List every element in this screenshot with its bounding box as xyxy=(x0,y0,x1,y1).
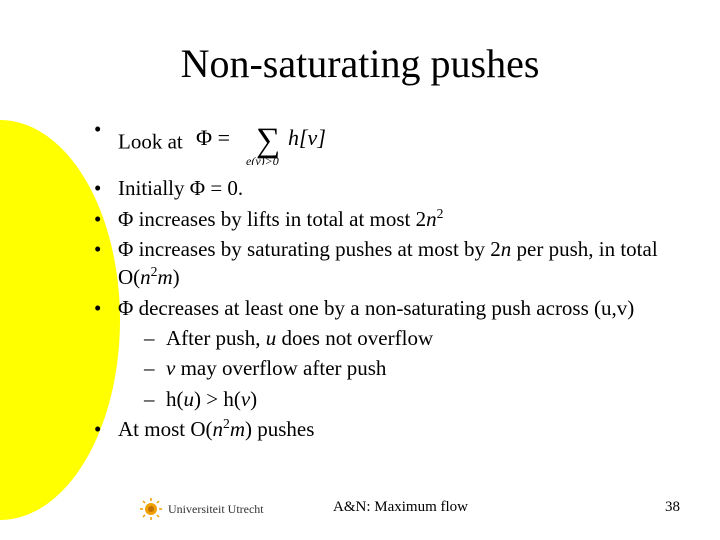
bullet-4-n2: n xyxy=(140,265,151,289)
bullet-5-sub-3: h(u) > h(v) xyxy=(144,385,670,413)
b5s3-post: ) xyxy=(250,387,257,411)
phi-formula: Φ = ∑ e(v)>0 h[v] xyxy=(196,115,356,172)
bullet-4-post: ) xyxy=(173,265,180,289)
bullet-5-sub-1: After push, u does not overflow xyxy=(144,324,670,352)
b5s3-mid: ) > h( xyxy=(194,387,241,411)
bullet-6-exp: 2 xyxy=(223,416,230,431)
bullet-5-sub-2: v may overflow after push xyxy=(144,354,670,382)
bullet-5-sublist: After push, u does not overflow v may ov… xyxy=(118,324,670,413)
bullet-6-m: m xyxy=(230,417,245,441)
slide-title: Non-saturating pushes xyxy=(50,40,670,87)
b5s1-post: does not overflow xyxy=(276,326,433,350)
bullet-2-text: Initially Φ = 0. xyxy=(118,176,243,200)
bullet-4-pre: Φ increases by saturating pushes at most… xyxy=(118,237,501,261)
sun-icon xyxy=(140,498,162,520)
b5s2-post: may overflow after push xyxy=(175,356,386,380)
bullet-4: Φ increases by saturating pushes at most… xyxy=(94,235,670,292)
bullet-4-exp: 2 xyxy=(151,264,158,279)
bullet-6-n: n xyxy=(213,417,224,441)
bullet-3: Φ increases by lifts in total at most 2n… xyxy=(94,205,670,233)
bullet-3-pre: Φ increases by lifts in total at most 2 xyxy=(118,207,426,231)
footer-center-text: A&N: Maximum flow xyxy=(333,499,468,516)
b5s2-v: v xyxy=(166,356,175,380)
bullet-1-text: Look at xyxy=(118,129,183,153)
bullet-3-exp: 2 xyxy=(437,206,444,221)
b5s1-pre: After push, xyxy=(166,326,266,350)
university-logo: Universiteit Utrecht xyxy=(140,498,264,520)
b5s3-u: u xyxy=(184,387,195,411)
slide: Non-saturating pushes Look at Φ = ∑ e(v)… xyxy=(0,0,720,540)
formula-subscript: e(v)>0 xyxy=(246,154,279,165)
bullet-6-post: ) pushes xyxy=(245,417,314,441)
b5s3-pre: h( xyxy=(166,387,184,411)
formula-term: h[v] xyxy=(288,125,326,150)
bullet-5-text: Φ decreases at least one by a non-satura… xyxy=(118,296,634,320)
bullet-4-m: m xyxy=(158,265,173,289)
bullet-list: Look at Φ = ∑ e(v)>0 h[v] Initially Φ = … xyxy=(50,115,670,443)
footer: Universiteit Utrecht A&N: Maximum flow 3… xyxy=(0,490,720,520)
bullet-2: Initially Φ = 0. xyxy=(94,174,670,202)
formula-phi-eq: Φ = xyxy=(196,125,230,150)
bullet-3-n: n xyxy=(426,207,437,231)
bullet-6-pre: At most O( xyxy=(118,417,213,441)
b5s3-v: v xyxy=(241,387,250,411)
page-number: 38 xyxy=(665,499,680,516)
bullet-1: Look at Φ = ∑ e(v)>0 h[v] xyxy=(94,115,670,172)
b5s1-u: u xyxy=(266,326,277,350)
bullet-6: At most O(n2m) pushes xyxy=(94,415,670,443)
bullet-5: Φ decreases at least one by a non-satura… xyxy=(94,294,670,413)
bullet-4-n: n xyxy=(501,237,512,261)
logo-text: Universiteit Utrecht xyxy=(168,502,264,517)
